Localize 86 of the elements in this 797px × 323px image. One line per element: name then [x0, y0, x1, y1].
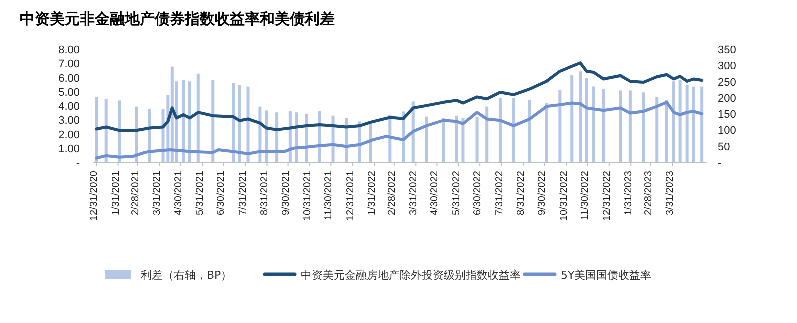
bar	[476, 117, 479, 163]
x-tick-label: 10/31/2022	[558, 170, 570, 222]
y-tick-label: 3.00	[58, 115, 80, 128]
bar	[558, 90, 562, 163]
bar	[665, 100, 668, 163]
y2-tick-label: -	[718, 158, 722, 170]
x-tick-label: 7/31/2021	[238, 170, 249, 216]
bar	[656, 97, 659, 163]
y2-tick-label: 300	[718, 60, 736, 73]
x-tick-label: 8/31/2022	[516, 170, 528, 216]
bar	[188, 82, 192, 163]
bar	[425, 116, 428, 163]
legend-label: 5Y美国国债收益率	[561, 269, 652, 282]
bar	[95, 97, 98, 163]
y-tick-label: -	[76, 158, 80, 170]
y-tick-label: 7.00	[58, 58, 80, 71]
x-tick-label: 7/31/2022	[494, 170, 506, 216]
x-tick-label: 4/30/2021	[173, 170, 184, 216]
x-tick-label: 11/30/2021	[324, 170, 335, 220]
legend-label: 利差（右轴，BP）	[141, 269, 232, 282]
x-tick-label: 1/31/2023	[624, 170, 635, 216]
y2-tick-label: 350	[718, 44, 736, 57]
bar	[692, 86, 696, 163]
x-tick-label: 3/31/2022	[408, 170, 420, 216]
y2-tick-label: 50	[718, 141, 730, 154]
x-tick-label: 2/28/2021	[130, 170, 142, 216]
x-tick-label: 1/31/2022	[367, 170, 378, 216]
x-tick-label: 3/31/2023	[665, 170, 676, 216]
y2-tick-label: 250	[718, 76, 736, 89]
x-tick-label: 12/31/2021	[345, 170, 356, 222]
bar	[628, 90, 632, 163]
bar	[579, 72, 582, 163]
x-tick-label: 4/30/2022	[430, 170, 441, 216]
bar	[602, 89, 606, 163]
chart-title: 中资美元非金融地产债券指数收益率和美债利差	[20, 10, 335, 28]
bar	[528, 100, 532, 163]
line-series	[95, 62, 704, 132]
x-tick-label: 12/31/2022	[602, 170, 613, 222]
y-tick-label: 1.00	[58, 143, 80, 156]
bar	[545, 103, 548, 163]
bar	[104, 99, 108, 163]
bar	[232, 83, 236, 163]
bar	[238, 85, 242, 163]
bar	[212, 80, 215, 163]
line-series	[95, 101, 704, 160]
bar	[700, 86, 704, 163]
y2-tick-label: 150	[718, 109, 736, 122]
bar	[455, 116, 458, 163]
bar	[462, 118, 465, 163]
x-tick-label: 10/31/2021	[302, 170, 314, 222]
bar	[619, 90, 622, 163]
x-tick-label: 6/30/2022	[472, 170, 484, 216]
y-tick-label: 4.00	[58, 101, 80, 114]
x-tick-label: 5/31/2022	[452, 170, 463, 216]
x-tick-label: 12/31/2020	[89, 170, 100, 222]
y2-tick-label: 200	[718, 92, 736, 105]
x-tick-label: 2/28/2023	[643, 170, 654, 216]
bar	[672, 82, 676, 163]
y-tick-label: 8.00	[58, 44, 80, 57]
bar	[196, 74, 200, 163]
bar	[512, 98, 516, 163]
bar	[686, 85, 689, 163]
bar	[486, 106, 489, 163]
bar	[246, 86, 250, 163]
bar	[585, 78, 588, 163]
y-tick-label: 2.00	[58, 129, 80, 142]
x-tick-label: 3/31/2021	[152, 170, 164, 216]
x-tick-label: 2/28/2022	[386, 170, 398, 216]
x-tick-label: 5/31/2021	[195, 170, 206, 216]
legend-label: 中资美元金融房地产除外投资级别指数收益率	[301, 269, 521, 282]
y2-tick-label: 100	[718, 125, 736, 138]
x-tick-label: 8/31/2021	[260, 170, 271, 216]
bar	[570, 75, 574, 163]
x-tick-label: 1/31/2021	[110, 170, 122, 216]
x-tick-label: 6/30/2021	[216, 170, 228, 216]
y-tick-label: 5.00	[58, 86, 80, 99]
x-tick-label: 9/30/2021	[280, 170, 292, 216]
x-tick-label: 11/30/2022	[580, 170, 592, 220]
y-tick-label: 6.00	[58, 72, 80, 85]
bar	[642, 92, 646, 163]
bar	[118, 100, 122, 163]
bar	[592, 86, 596, 163]
x-tick-label: 9/30/2022	[537, 170, 548, 216]
bar	[678, 80, 682, 163]
bar	[442, 118, 446, 163]
bar	[498, 98, 502, 163]
